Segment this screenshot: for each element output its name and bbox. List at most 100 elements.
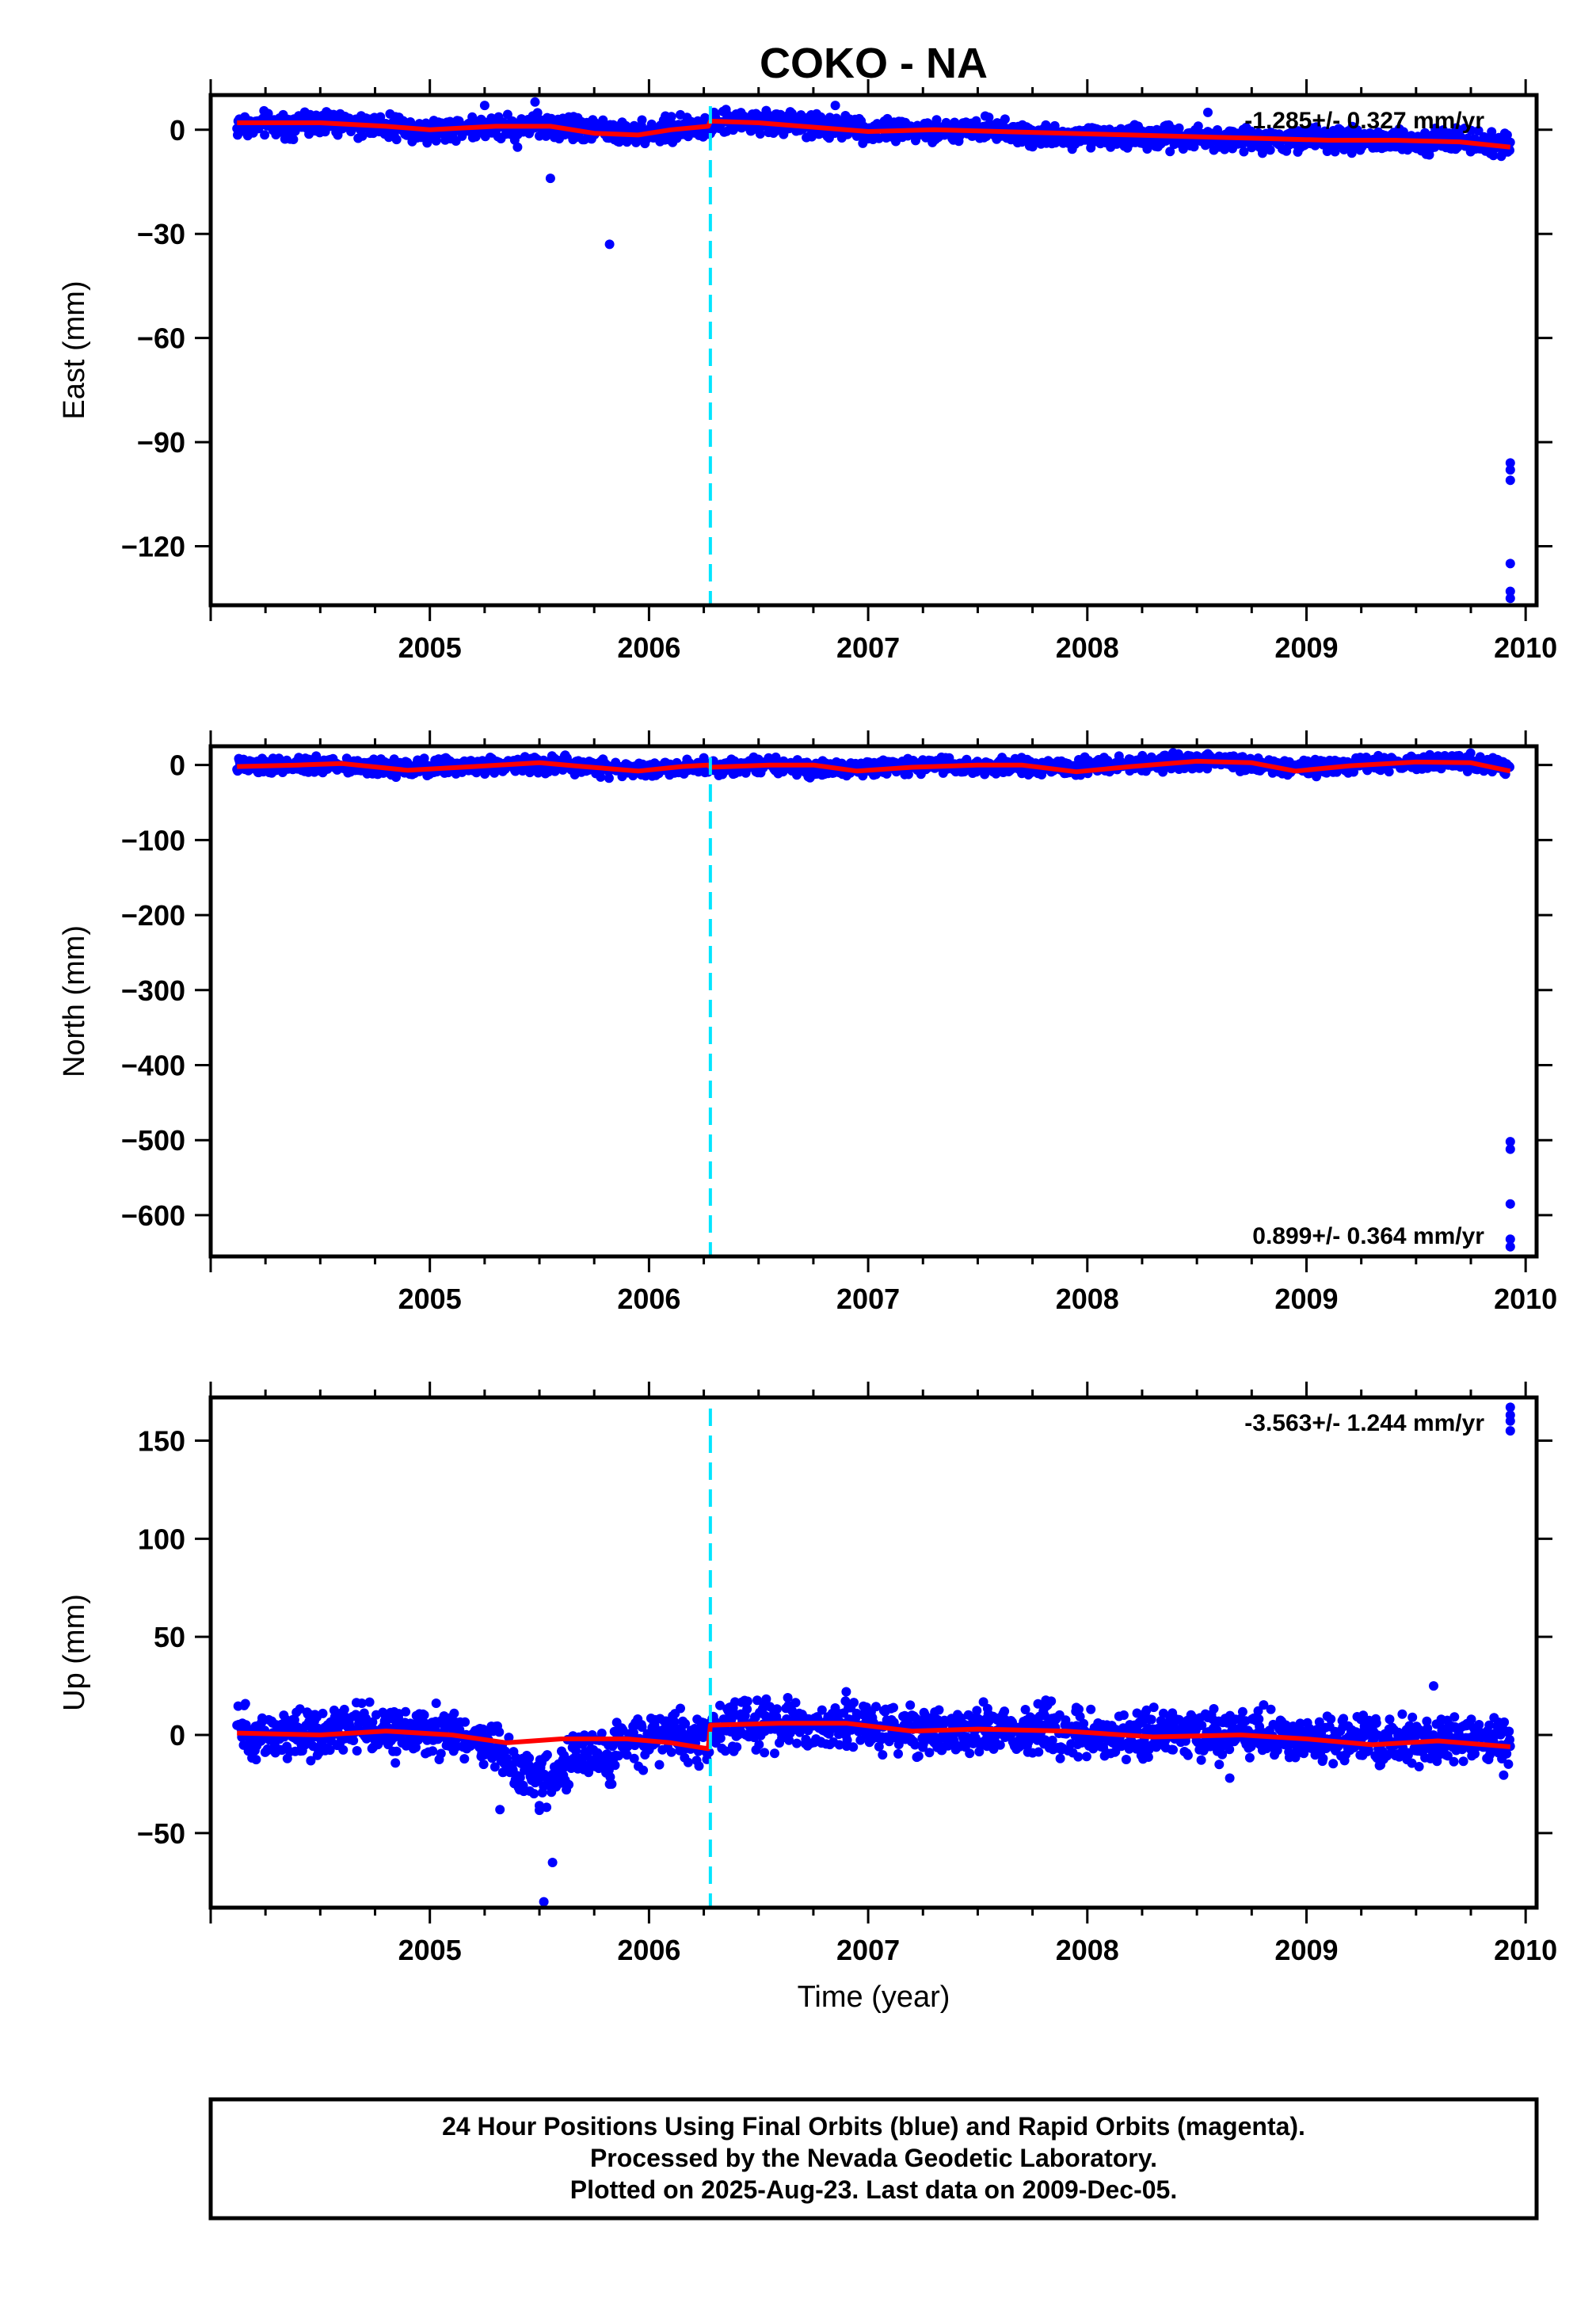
north-position-point [311, 751, 322, 761]
east-x-tick-label: 2006 [617, 631, 680, 664]
north-data-layer [232, 748, 1515, 1252]
east-y-tick-label: −30 [137, 218, 185, 250]
east-position-point [532, 108, 543, 118]
up-position-point [666, 1747, 676, 1757]
up-position-point [542, 1802, 552, 1813]
east-x-tick-label: 2008 [1056, 631, 1119, 664]
up-position-point [910, 1740, 920, 1750]
east-position-point [984, 112, 994, 123]
up-position-point [790, 1698, 801, 1708]
north-y-axis: 0−100−200−300−400−500−600 [121, 749, 1552, 1232]
east-position-point [375, 112, 386, 122]
north-outlier-point [1433, 751, 1443, 761]
east-outlier-point [1505, 458, 1515, 468]
east-y-tick-label: −90 [137, 426, 185, 459]
east-position-point [1000, 114, 1010, 124]
east-outlier-point [830, 101, 840, 111]
up-position-point [742, 1696, 752, 1706]
up-position-point [368, 1717, 378, 1727]
up-position-point [848, 1742, 859, 1752]
north-y-tick-label: −300 [121, 974, 185, 1007]
east-y-tick-label: −60 [137, 322, 185, 355]
east-position-point [1330, 147, 1340, 157]
east-y-tick-label: −120 [121, 531, 185, 563]
north-x-tick-label: 2008 [1056, 1283, 1119, 1315]
north-trend-line [237, 758, 1511, 775]
east-trend-line [237, 118, 1511, 150]
up-position-point [494, 1727, 505, 1737]
east-position-point [391, 135, 402, 145]
up-position-point [905, 1700, 916, 1710]
up-position-point [240, 1699, 250, 1709]
up-position-point [654, 1760, 665, 1770]
up-position-point [874, 1741, 884, 1752]
north-x-tick-label: 2010 [1494, 1283, 1557, 1315]
north-plot-area [211, 746, 1537, 1256]
up-position-point [893, 1748, 903, 1759]
north-outlier-point [1505, 1144, 1515, 1154]
north-outlier-point [764, 754, 775, 764]
up-position-point [677, 1728, 688, 1738]
north-y-axis-label: North (mm) [58, 925, 91, 1077]
north-y-tick-label: −200 [121, 899, 185, 932]
up-data-layer [232, 1402, 1515, 1907]
up-position-point [783, 1693, 793, 1702]
up-position-point [638, 1765, 649, 1775]
east-position-point [1239, 147, 1249, 157]
up-position-point [924, 1748, 935, 1758]
east-position-point [931, 115, 942, 125]
up-position-point [364, 1697, 375, 1707]
north-x-axis: 2005 2006 2007 2008 2009 2010 [209, 730, 1557, 1315]
up-position-point [251, 1755, 261, 1765]
up-position-point [339, 1704, 349, 1714]
north-outlier-point [1505, 1137, 1515, 1147]
north-position-point [604, 773, 614, 783]
east-velocity-label: -1.285+/- 0.327 mm/yr [1244, 108, 1484, 134]
up-position-point [428, 1746, 438, 1756]
north-position-point [1384, 767, 1394, 777]
north-y-tick-label: −600 [121, 1199, 185, 1232]
east-outlier-point [1505, 559, 1515, 569]
east-position-point [357, 131, 368, 141]
east-outlier-point [1505, 465, 1515, 475]
east-position-point [1265, 145, 1275, 155]
east-frame [208, 93, 1539, 608]
north-frame [208, 744, 1539, 1259]
north-outlier-point [1505, 1199, 1515, 1209]
north-outlier-point [1192, 751, 1202, 761]
up-position-point [715, 1733, 726, 1744]
north-y-tick-label: 0 [170, 749, 185, 782]
up-position-point [913, 1751, 924, 1761]
up-position-point [817, 1705, 827, 1715]
up-position-point [352, 1746, 362, 1756]
east-outlier-point [1203, 107, 1213, 117]
up-position-point [871, 1702, 881, 1712]
up-position-point [524, 1753, 535, 1763]
north-position-point [419, 753, 429, 764]
east-x-axis: 2005 2006 2007 2008 2009 2010 [209, 79, 1557, 664]
up-position-point [289, 1715, 299, 1725]
up-position-point [391, 1746, 402, 1756]
up-position-point [542, 1750, 552, 1760]
north-position-point [596, 772, 606, 782]
up-position-point [878, 1750, 888, 1760]
north-x-tick-label: 2005 [398, 1283, 462, 1315]
up-position-point [889, 1702, 898, 1713]
up-position-point [834, 1740, 844, 1750]
east-position-point [1502, 130, 1512, 140]
east-position-point [502, 109, 512, 120]
up-position-point [792, 1738, 802, 1748]
east-position-point [288, 135, 299, 144]
up-position-point [338, 1744, 349, 1755]
up-position-point [761, 1694, 771, 1704]
east-outlier-point [479, 101, 489, 111]
north-velocity-label: 0.899+/- 0.364 mm/yr [1252, 1223, 1484, 1249]
east-y-axis-label: East (mm) [58, 280, 91, 419]
east-outlier-point [545, 173, 555, 184]
east-y-axis: 0−30−60−90−120 [121, 114, 1552, 563]
east-position-point [666, 112, 676, 122]
up-position-point [459, 1754, 470, 1764]
up-position-point [610, 1760, 620, 1771]
